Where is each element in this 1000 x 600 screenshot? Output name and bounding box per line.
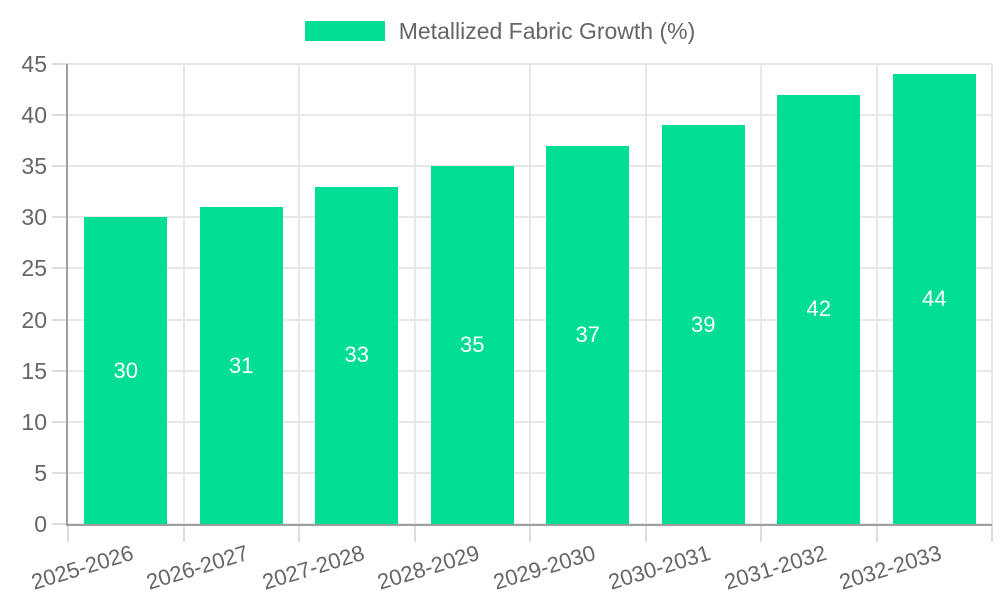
x-axis-tick	[991, 524, 993, 542]
legend: Metallized Fabric Growth (%)	[0, 18, 1000, 44]
bar-value-label: 33	[344, 342, 369, 368]
legend-swatch	[304, 21, 385, 41]
y-tick-label: 40	[21, 102, 47, 129]
y-axis-tick	[52, 114, 68, 117]
x-axis-tick	[67, 524, 69, 542]
y-axis-tick	[52, 318, 68, 321]
bar[interactable]	[430, 166, 514, 524]
x-gridline	[875, 64, 878, 524]
bar[interactable]	[315, 186, 399, 524]
bar[interactable]	[661, 125, 745, 524]
y-tick-label: 10	[21, 408, 47, 435]
y-axis-tick	[52, 216, 68, 219]
bar[interactable]	[777, 94, 861, 524]
bar-value-label: 35	[460, 332, 485, 358]
y-axis-tick	[52, 523, 68, 525]
bar-value-label: 37	[575, 321, 600, 347]
y-axis-line	[66, 64, 68, 524]
y-axis-tick	[52, 63, 68, 65]
x-gridline	[182, 64, 185, 524]
y-axis-tick	[52, 420, 68, 423]
bar[interactable]	[199, 207, 283, 524]
y-axis-tick	[52, 369, 68, 372]
y-axis-tick	[52, 267, 68, 270]
x-axis-line	[66, 524, 992, 526]
x-axis-tick	[298, 524, 300, 542]
bar[interactable]	[892, 74, 976, 524]
y-tick-label: 5	[34, 459, 47, 486]
bar-value-label: 30	[113, 357, 138, 383]
x-gridline	[760, 64, 762, 524]
y-tick-label: 20	[21, 306, 47, 333]
y-tick-label: 35	[21, 153, 47, 180]
x-axis-tick	[413, 524, 416, 542]
bar-value-label: 39	[691, 311, 716, 337]
x-axis-tick	[182, 524, 185, 542]
bar[interactable]	[546, 145, 630, 524]
x-axis-tick	[760, 524, 762, 542]
y-tick-label: 25	[21, 255, 47, 282]
bar[interactable]	[84, 217, 168, 524]
x-axis-tick	[529, 524, 531, 542]
x-axis-tick	[875, 524, 878, 542]
y-tick-label: 45	[21, 51, 47, 77]
x-gridline	[644, 64, 647, 524]
y-tick-label: 30	[21, 204, 47, 231]
bar-value-label: 31	[229, 352, 254, 378]
legend-item[interactable]: Metallized Fabric Growth (%)	[304, 18, 696, 44]
y-axis-tick	[52, 165, 68, 168]
y-axis-tick	[52, 471, 68, 474]
legend-label: Metallized Fabric Growth (%)	[398, 18, 696, 44]
x-gridline	[991, 64, 993, 524]
y-tick-label: 15	[21, 357, 47, 384]
x-gridline	[413, 64, 416, 524]
bar-value-label: 42	[806, 296, 831, 322]
y-tick-label: 0	[34, 511, 47, 537]
x-gridline	[529, 64, 531, 524]
x-axis-tick	[644, 524, 647, 542]
bar-value-label: 44	[922, 286, 947, 312]
x-gridline	[298, 64, 300, 524]
